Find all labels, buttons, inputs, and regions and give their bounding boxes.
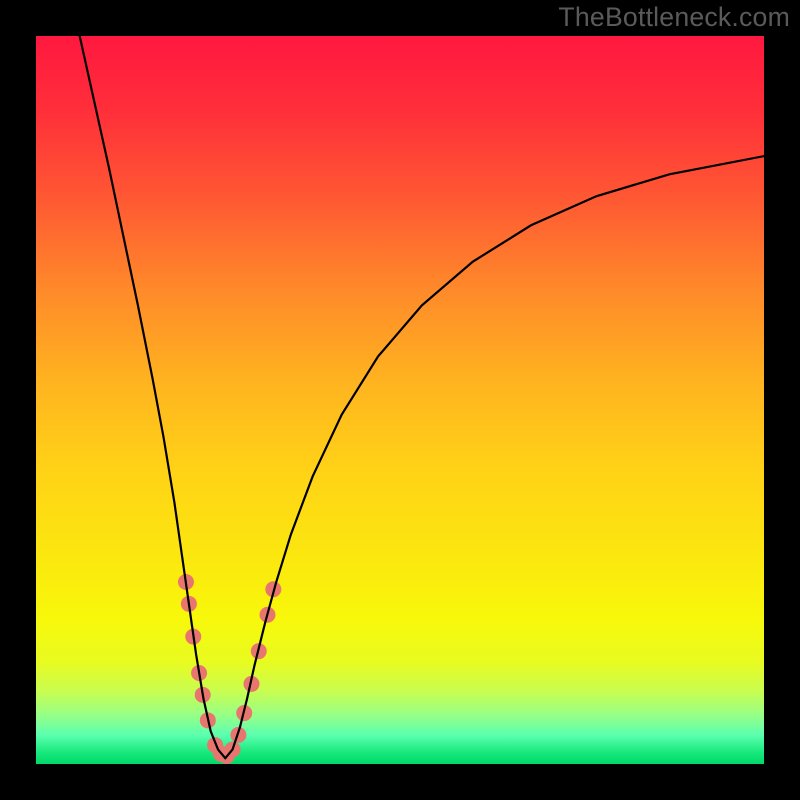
chart-frame: TheBottleneck.com	[0, 0, 800, 800]
plot-area	[36, 36, 764, 764]
bottleneck-curve	[36, 36, 764, 764]
data-markers	[178, 574, 281, 764]
curve-right-branch	[225, 156, 764, 758]
curve-left-branch	[80, 36, 226, 758]
watermark-text: TheBottleneck.com	[558, 2, 790, 33]
